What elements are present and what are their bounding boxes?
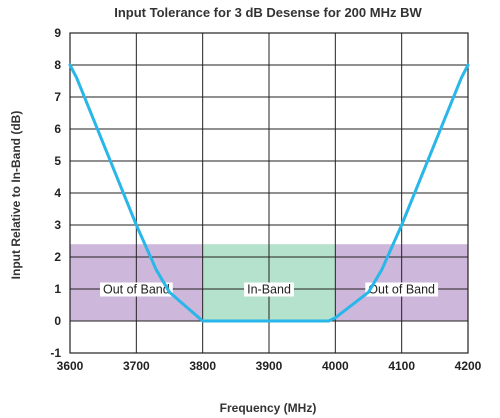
- x-axis-title: Frequency (MHz): [220, 401, 317, 415]
- band-label-2: Out of Band: [368, 283, 435, 297]
- y-tick-label: 7: [54, 90, 61, 104]
- y-tick-label: 4: [54, 186, 61, 200]
- band-label-bg-0: [99, 282, 173, 297]
- x-tick-label: 3600: [57, 359, 84, 373]
- y-tick-label: 1: [54, 282, 61, 296]
- band-label-bg-2: [365, 282, 439, 297]
- y-tick-label: 2: [54, 250, 61, 264]
- x-tick-label: 3900: [256, 359, 283, 373]
- band-label-1: In-Band: [247, 283, 291, 297]
- band-label-bg-1: [244, 282, 294, 297]
- y-axis-title: Input Relative to In-Band (dB): [9, 111, 23, 280]
- x-tick-label: 4000: [322, 359, 349, 373]
- y-tick-label: 3: [54, 218, 61, 232]
- band-label-0: Out of Band: [103, 283, 170, 297]
- y-tick-label: -1: [50, 346, 61, 360]
- y-tick-label: 0: [54, 314, 61, 328]
- y-tick-label: 6: [54, 122, 61, 136]
- plot-frame: [69, 32, 469, 354]
- y-tick-label: 8: [54, 58, 61, 72]
- x-tick-label: 4100: [388, 359, 415, 373]
- x-tick-label: 3700: [123, 359, 150, 373]
- x-tick-label: 4200: [455, 359, 482, 373]
- chart-title: Input Tolerance for 3 dB Desense for 200…: [114, 5, 422, 20]
- y-tick-label: 5: [54, 154, 61, 168]
- x-tick-label: 3800: [189, 359, 216, 373]
- y-tick-label: 9: [54, 26, 61, 40]
- series-line-0: [68, 63, 470, 323]
